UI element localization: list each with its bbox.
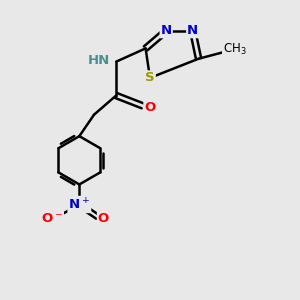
Text: HN: HN (87, 54, 110, 67)
Text: N: N (187, 24, 198, 37)
Text: O$^-$: O$^-$ (41, 212, 63, 225)
Text: N$^+$: N$^+$ (68, 197, 90, 212)
Text: N: N (160, 24, 172, 37)
Text: S: S (145, 71, 155, 84)
Text: O: O (144, 101, 156, 114)
Text: CH$_3$: CH$_3$ (223, 42, 247, 57)
Text: O: O (98, 212, 109, 225)
